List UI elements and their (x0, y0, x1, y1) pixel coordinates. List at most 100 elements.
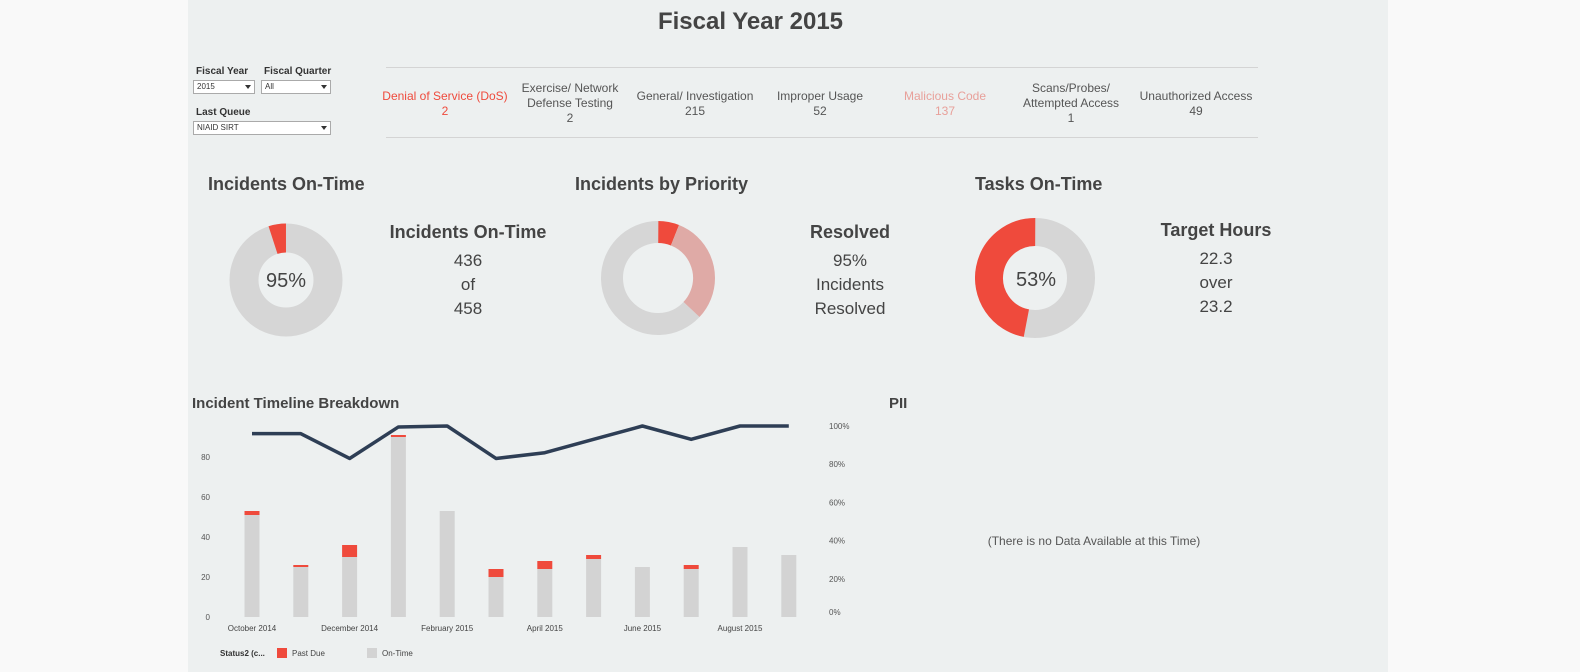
resolved-kpi: Resolved 95% Incidents Resolved (770, 222, 930, 321)
fiscal-year-label: Fiscal Year (196, 66, 249, 77)
incidents-ontime-kpi-line: of (460, 275, 476, 294)
category-strip-bottom-rule (386, 137, 1258, 138)
chevron-down-icon (321, 85, 327, 89)
category-item[interactable]: Unauthorized Access 49 (1131, 89, 1261, 119)
y-left-tick: 60 (201, 493, 210, 502)
bar-ontime[interactable] (634, 567, 650, 617)
legend-swatch-pastdue[interactable] (277, 648, 287, 658)
category-item[interactable]: Scans/Probes/Attempted Access 1 (1006, 81, 1136, 126)
category-item[interactable]: Malicious Code 137 (880, 89, 1010, 119)
last-queue-select[interactable]: NIAID SIRT (193, 121, 331, 135)
target-hours-kpi-line: 23.2 (1199, 297, 1233, 316)
resolved-kpi-line: Resolved (814, 299, 886, 318)
fiscal-quarter-label: Fiscal Quarter (264, 66, 332, 77)
target-hours-kpi: Target Hours 22.3 over 23.2 (1136, 220, 1296, 319)
bar-pastdue[interactable] (586, 555, 602, 559)
y-left-tick: 80 (201, 453, 210, 462)
y-right-tick: 20% (829, 575, 845, 584)
dashboard: Fiscal Year 2015 Fiscal Year 2015 Fiscal… (188, 0, 1388, 672)
category-count: 52 (813, 104, 827, 118)
fiscal-year-select[interactable]: 2015 (193, 80, 255, 94)
chevron-down-icon (245, 85, 251, 89)
incidents-ontime-donut: 95% (229, 223, 343, 337)
category-item[interactable]: Exercise/ Network Defense Testing 2 (505, 81, 635, 126)
priority-segment[interactable] (598, 218, 718, 338)
category-name: Unauthorized Access (1139, 89, 1253, 103)
legend-swatch-ontime[interactable] (367, 648, 377, 658)
bar-ontime[interactable] (244, 515, 260, 617)
bar-ontime[interactable] (732, 547, 748, 617)
category-name: Denial of Service (DoS) (382, 89, 508, 103)
incidents-priority-section-title: Incidents by Priority (575, 174, 749, 194)
last-queue-label: Last Queue (196, 107, 251, 118)
bar-pastdue[interactable] (683, 565, 699, 569)
y-left-tick: 40 (201, 533, 210, 542)
last-queue-value: NIAID SIRT (197, 123, 239, 132)
y-right-tick: 80% (829, 460, 845, 469)
y-right-tick: 0% (829, 608, 841, 617)
page-title: Fiscal Year 2015 (657, 8, 844, 35)
category-item[interactable]: Denial of Service (DoS) 2 (380, 89, 510, 119)
incident-timeline-chart: 0 20 40 60 80 0% 20% 40% 60% 80% 100% October 2014 D… (201, 422, 849, 658)
legend-label-pastdue: Past Due (292, 649, 325, 658)
incidents-ontime-donut-label: 95% (266, 270, 306, 292)
bar-ontime[interactable] (439, 511, 455, 617)
fiscal-quarter-select[interactable]: All (261, 80, 331, 94)
category-count: 2 (441, 104, 449, 118)
fiscal-year-value: 2015 (197, 82, 215, 91)
incidents-ontime-kpi-line: 436 (453, 251, 483, 270)
chevron-down-icon (321, 126, 327, 130)
bar-ontime[interactable] (342, 557, 358, 617)
resolved-kpi-title: Resolved (809, 222, 891, 242)
incidents-ontime-ring-ontime (229, 223, 343, 337)
category-item[interactable]: Improper Usage 52 (755, 89, 885, 119)
bar-pastdue[interactable] (390, 435, 406, 437)
category-name: Defense Testing (527, 96, 613, 110)
bar-ontime[interactable] (390, 437, 406, 617)
category-name: Exercise/ Network (521, 81, 619, 95)
category-count: 137 (934, 104, 956, 118)
category-name: Improper Usage (776, 89, 864, 103)
bar-pastdue[interactable] (488, 569, 504, 577)
y-left-tick: 20 (201, 573, 210, 582)
x-tick-label: December 2014 (321, 624, 378, 633)
target-hours-kpi-title: Target Hours (1160, 220, 1272, 240)
x-tick-label: February 2015 (421, 624, 474, 633)
bar-pastdue[interactable] (342, 545, 358, 557)
resolved-kpi-line: Incidents (815, 275, 885, 294)
y-left-tick: 0 (206, 613, 211, 622)
tasks-ontime-section-title: Tasks On-Time (975, 174, 1103, 194)
tasks-ontime-donut: 53% (975, 218, 1095, 338)
category-name: Malicious Code (903, 89, 987, 103)
incidents-ontime-ring-pastdue (229, 223, 343, 337)
target-hours-kpi-line: 22.3 (1199, 249, 1233, 268)
incidents-priority-donut (598, 218, 718, 338)
bar-pastdue[interactable] (293, 565, 309, 567)
category-count: 2 (566, 111, 574, 125)
x-tick-label: August 2015 (718, 624, 763, 633)
bar-ontime[interactable] (781, 555, 797, 617)
bar-pastdue[interactable] (244, 511, 260, 515)
category-name: Attempted Access (1022, 96, 1120, 110)
category-item[interactable]: General/ Investigation 215 (630, 89, 760, 119)
bar-pastdue[interactable] (537, 561, 553, 569)
x-tick-label: October 2014 (228, 624, 277, 633)
ontime-percent-line[interactable] (252, 424, 789, 461)
category-name: Scans/Probes/ (1031, 81, 1111, 95)
category-count: 49 (1189, 104, 1203, 118)
bar-ontime[interactable] (488, 577, 504, 617)
timeline-chart-title: Incident Timeline Breakdown (192, 395, 400, 412)
y-right-tick: 100% (829, 422, 849, 431)
incidents-ontime-section-title: Incidents On-Time (208, 174, 365, 194)
fiscal-quarter-value: All (265, 82, 274, 91)
target-hours-kpi-line: over (1199, 273, 1233, 292)
tasks-ontime-donut-label: 53% (1016, 269, 1056, 291)
pii-title: PII (889, 395, 908, 412)
bar-ontime[interactable] (586, 559, 602, 617)
y-right-tick: 40% (829, 537, 845, 546)
bar-ontime[interactable] (537, 569, 553, 617)
bar-ontime[interactable] (293, 567, 309, 617)
incidents-ontime-kpi-line: 458 (453, 299, 483, 318)
bar-ontime[interactable] (683, 569, 699, 617)
x-tick-label: June 2015 (624, 624, 662, 633)
